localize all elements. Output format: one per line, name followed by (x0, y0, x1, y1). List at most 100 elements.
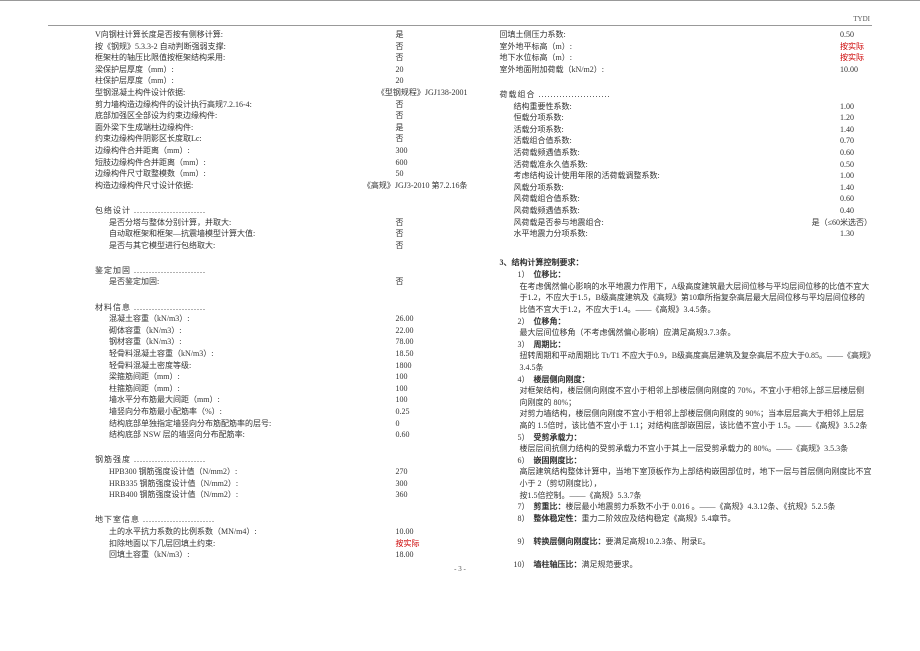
param-label: 底部加强区全部设为约束边缘构件: (95, 110, 217, 122)
param-label: 室外地平标高（m）: (500, 41, 572, 53)
param-row: 自动取框架和框架—抗震墙模型计算大值: 否 (109, 228, 468, 240)
param-row: 是否与其它模型进行包络取大: 否 (109, 240, 468, 252)
section-title: 钢筋强度 ........................ (95, 454, 468, 466)
param-value: 360 (378, 489, 468, 501)
req-item: 7） 剪重比：楼层最小地震剪力系数不小于 0.016 。——《高规》4.3.12… (500, 501, 873, 513)
req-item: 2） 位移角： (500, 316, 873, 328)
param-row: 水平地震力分项系数: 1.30 (514, 228, 873, 240)
param-label: HRB400 钢筋强度设计值（N/mm2）: (109, 489, 238, 501)
param-value: 22.00 (378, 325, 468, 337)
param-row: 柱箍筋间距（mm）: 100 (109, 383, 468, 395)
param-value: 20 (378, 75, 468, 87)
param-value: 18.50 (378, 348, 468, 360)
param-row: 约束边缘构件阴影区长度取Lc: 否 (95, 133, 468, 145)
param-label: 砌体容重（kN/m3）: (109, 325, 181, 337)
section-title: 包络设计 ........................ (95, 205, 468, 217)
param-value: 否 (378, 110, 468, 122)
param-row: 风载分项系数: 1.40 (514, 182, 873, 194)
param-label: 活载分项系数: (514, 124, 564, 136)
param-label: 是否鉴定加固: (109, 276, 159, 288)
param-label: 框架柱的轴压比限值按框架结构采用: (95, 52, 225, 64)
param-value: 否 (378, 99, 468, 111)
section-title: 鉴定加固 ........................ (95, 265, 468, 277)
param-row: 室外地面附加荷载（kN/m2）: 10.00 (500, 64, 873, 76)
param-value: 78.00 (378, 336, 468, 348)
param-row: 梁保护层厚度（mm）: 20 (95, 64, 468, 76)
param-value: 0.50 (822, 159, 872, 171)
param-label: 轻骨料混凝土密度等级: (109, 360, 191, 372)
param-label: 墙竖向分布筋最小配筋率（%）: (109, 406, 222, 418)
req-item: 9） 转换层侧向刚度比：要满足高规10.2.3条、附录E。 (500, 536, 873, 548)
req-text: 对框架结构，楼层侧向刚度不宜小于相邻上部楼层侧向刚度的 70%，不宜小于相邻上部… (500, 385, 873, 408)
param-row: 是否鉴定加固: 否 (109, 276, 468, 288)
param-value: 600 (378, 157, 468, 169)
param-label: 梁箍筋间距（mm）: (109, 371, 180, 383)
param-value: 300 (378, 145, 468, 157)
header-rule (48, 25, 872, 26)
section-title: 地下室信息 ........................ (95, 514, 468, 526)
param-row: HRB400 钢筋强度设计值（N/mm2）: 360 (109, 489, 468, 501)
param-label: 剪力墙构造边缘构件的设计执行高规7.2.16-4: (95, 99, 252, 111)
req-item: 8） 整体稳定性：重力二阶效应及结构稳定《高规》5.4章节。 (500, 513, 873, 525)
param-row: 恒载分项系数: 1.20 (514, 112, 873, 124)
param-label: HRB335 钢筋强度设计值（N/mm2）: (109, 478, 238, 490)
req-item: 5） 受剪承载力： (500, 432, 873, 444)
param-row: 按《钢规》5.3.3-2 自动判断强弱支撑: 否 (95, 41, 468, 53)
param-row: 考虑结构设计使用年限的活荷载调整系数: 1.00 (514, 170, 873, 182)
param-value: 1.00 (822, 170, 872, 182)
param-row: 回填土容重（kN/m3）: 18.00 (109, 549, 468, 561)
param-value: 否 (378, 217, 468, 229)
param-row: 结构底部 NSW 层的墙竖向分布配筋率: 0.60 (109, 429, 468, 441)
param-label: 自动取框架和框架—抗震墙模型计算大值: (109, 228, 255, 240)
param-value: 20 (378, 64, 468, 76)
param-value: 1.40 (822, 124, 872, 136)
param-value: 1.00 (822, 101, 872, 113)
param-value: 是（≤60米选否） (794, 217, 872, 229)
param-label: 回填土容重（kN/m3）: (109, 549, 189, 561)
param-value: 300 (378, 478, 468, 490)
param-label: 柱保护层厚度（mm）: (95, 75, 174, 87)
param-value: 0.25 (378, 406, 468, 418)
param-value: 18.00 (378, 549, 468, 561)
param-value: 否 (378, 133, 468, 145)
param-row: 剪力墙构造边缘构件的设计执行高规7.2.16-4: 否 (95, 99, 468, 111)
param-value: 《型钢规程》JGJ138-2001 (359, 87, 468, 99)
param-row: 活载分项系数: 1.40 (514, 124, 873, 136)
param-value: 10.00 (378, 526, 468, 538)
page: TYDI V向钢柱计算长度是否按有侧移计算: 是 按《钢规》5.3.3-2 自动… (0, 0, 920, 581)
param-value: 否 (378, 228, 468, 240)
section-title: 材料信息 ........................ (95, 302, 468, 314)
param-row: 梁箍筋间距（mm）: 100 (109, 371, 468, 383)
param-label: 结构底部 NSW 层的墙竖向分布配筋率: (109, 429, 245, 441)
param-value: 50 (378, 168, 468, 180)
param-label: 边缘构件尺寸取整模数（mm）: (95, 168, 206, 180)
param-label: 结构底部单独指定墙竖向分布筋配筋率的层号: (109, 418, 271, 430)
req-item: 3） 周期比： (500, 339, 873, 351)
param-value: 270 (378, 466, 468, 478)
param-row: 回填土侧压力系数: 0.50 (500, 29, 873, 41)
param-value: 1800 (378, 360, 468, 372)
param-label: 边缘构件合并距离（mm）: (95, 145, 190, 157)
param-row: 底部加强区全部设为约束边缘构件: 否 (95, 110, 468, 122)
param-value: 0.60 (822, 147, 872, 159)
param-value: 1.40 (822, 182, 872, 194)
param-row: 地下水位标高（m）: 按实际 (500, 52, 873, 64)
param-row: 扣除地面以下几层回填土约束: 按实际 (109, 538, 468, 550)
param-row: 构造边缘构件尺寸设计依据: 《高规》JGJ3-2010 第7.2.16条 (95, 180, 468, 192)
param-value: 否 (378, 240, 468, 252)
param-label: 轻骨料混凝土容重（kN/m3）: (109, 348, 213, 360)
page-number: - 3 - (0, 565, 920, 573)
param-row: 是否分塔与整体分别计算，并取大: 否 (109, 217, 468, 229)
param-label: 混凝土容重（kN/m3）: (109, 313, 189, 325)
section-title: 荷载组合 ........................ (500, 89, 873, 101)
param-value: 100 (378, 394, 468, 406)
req-item: 1） 位移比： (500, 269, 873, 281)
param-row: 活载组合值系数: 0.70 (514, 135, 873, 147)
param-row: 混凝土容重（kN/m3）: 26.00 (109, 313, 468, 325)
param-row: 边缘构件尺寸取整模数（mm）: 50 (95, 168, 468, 180)
req-text: 按1.5倍控制。——《高规》5.3.7条 (500, 490, 873, 502)
param-label: 梁保护层厚度（mm）: (95, 64, 174, 76)
param-row: 土的水平抗力系数的比例系数（MN/m4）: 10.00 (109, 526, 468, 538)
param-row: 墙水平分布筋最大间距（mm）: 100 (109, 394, 468, 406)
param-label: 风载分项系数: (514, 182, 564, 194)
